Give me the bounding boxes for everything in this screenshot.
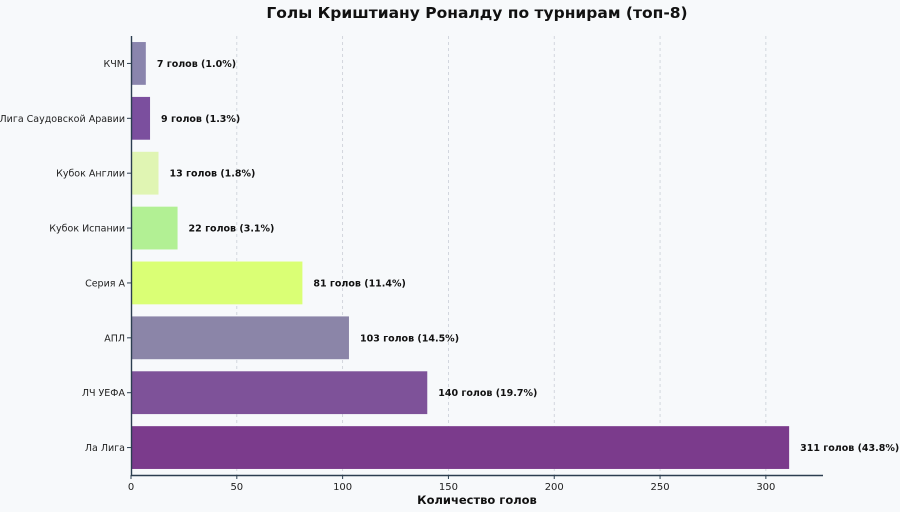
data-label: 140 голов (19.7%): [438, 388, 537, 399]
data-label: 7 голов (1.0%): [157, 59, 236, 70]
y-tick-label: КЧМ: [104, 59, 125, 70]
y-tick-label: Кубок Англии: [56, 169, 125, 180]
bar: [131, 371, 428, 415]
chart-title: Голы Криштиану Роналду по турнирам (топ-…: [266, 4, 687, 22]
x-tick-label: 250: [651, 482, 670, 493]
bar: [131, 426, 790, 469]
bar: [131, 42, 146, 85]
bar: [131, 261, 303, 305]
data-label: 311 голов (43.8%): [800, 443, 899, 454]
x-tick-label: 300: [756, 482, 775, 493]
data-label: 9 голов (1.3%): [161, 114, 240, 125]
bar: [131, 96, 151, 140]
data-labels: 311 голов (43.8%) 140 голов (19.7%) 103 го…: [157, 59, 899, 454]
bar: [131, 316, 349, 360]
x-axis-ticks: 0 50 100 150 200 250 300: [128, 475, 775, 493]
x-tick-label: 0: [128, 482, 134, 493]
x-tick-label: 50: [230, 482, 243, 493]
y-tick-label: Лига Саудовской Аравии: [0, 114, 125, 125]
y-axis-labels: Ла Лига ЛЧ УЕФА АПЛ Серия А Кубок Испании Куб…: [0, 59, 131, 454]
y-tick-label: Серия А: [85, 278, 125, 289]
y-tick-label: Ла Лига: [85, 443, 125, 454]
y-tick-label: ЛЧ УЕФА: [82, 388, 126, 399]
data-label: 22 голов (3.1%): [189, 224, 275, 235]
grid: [236, 36, 767, 475]
y-tick-label: Кубок Испании: [49, 224, 125, 235]
data-label: 13 голов (1.8%): [170, 169, 256, 180]
bars: [131, 42, 790, 469]
x-axis-label: Количество голов: [417, 493, 537, 507]
y-tick-label: АПЛ: [104, 333, 125, 344]
bar: [131, 206, 178, 250]
x-tick-label: 100: [333, 482, 352, 493]
bar: [131, 151, 159, 195]
x-tick-label: 200: [545, 482, 564, 493]
data-label: 81 голов (11.4%): [313, 278, 405, 289]
data-label: 103 голов (14.5%): [360, 333, 459, 344]
x-tick-label: 150: [439, 482, 458, 493]
